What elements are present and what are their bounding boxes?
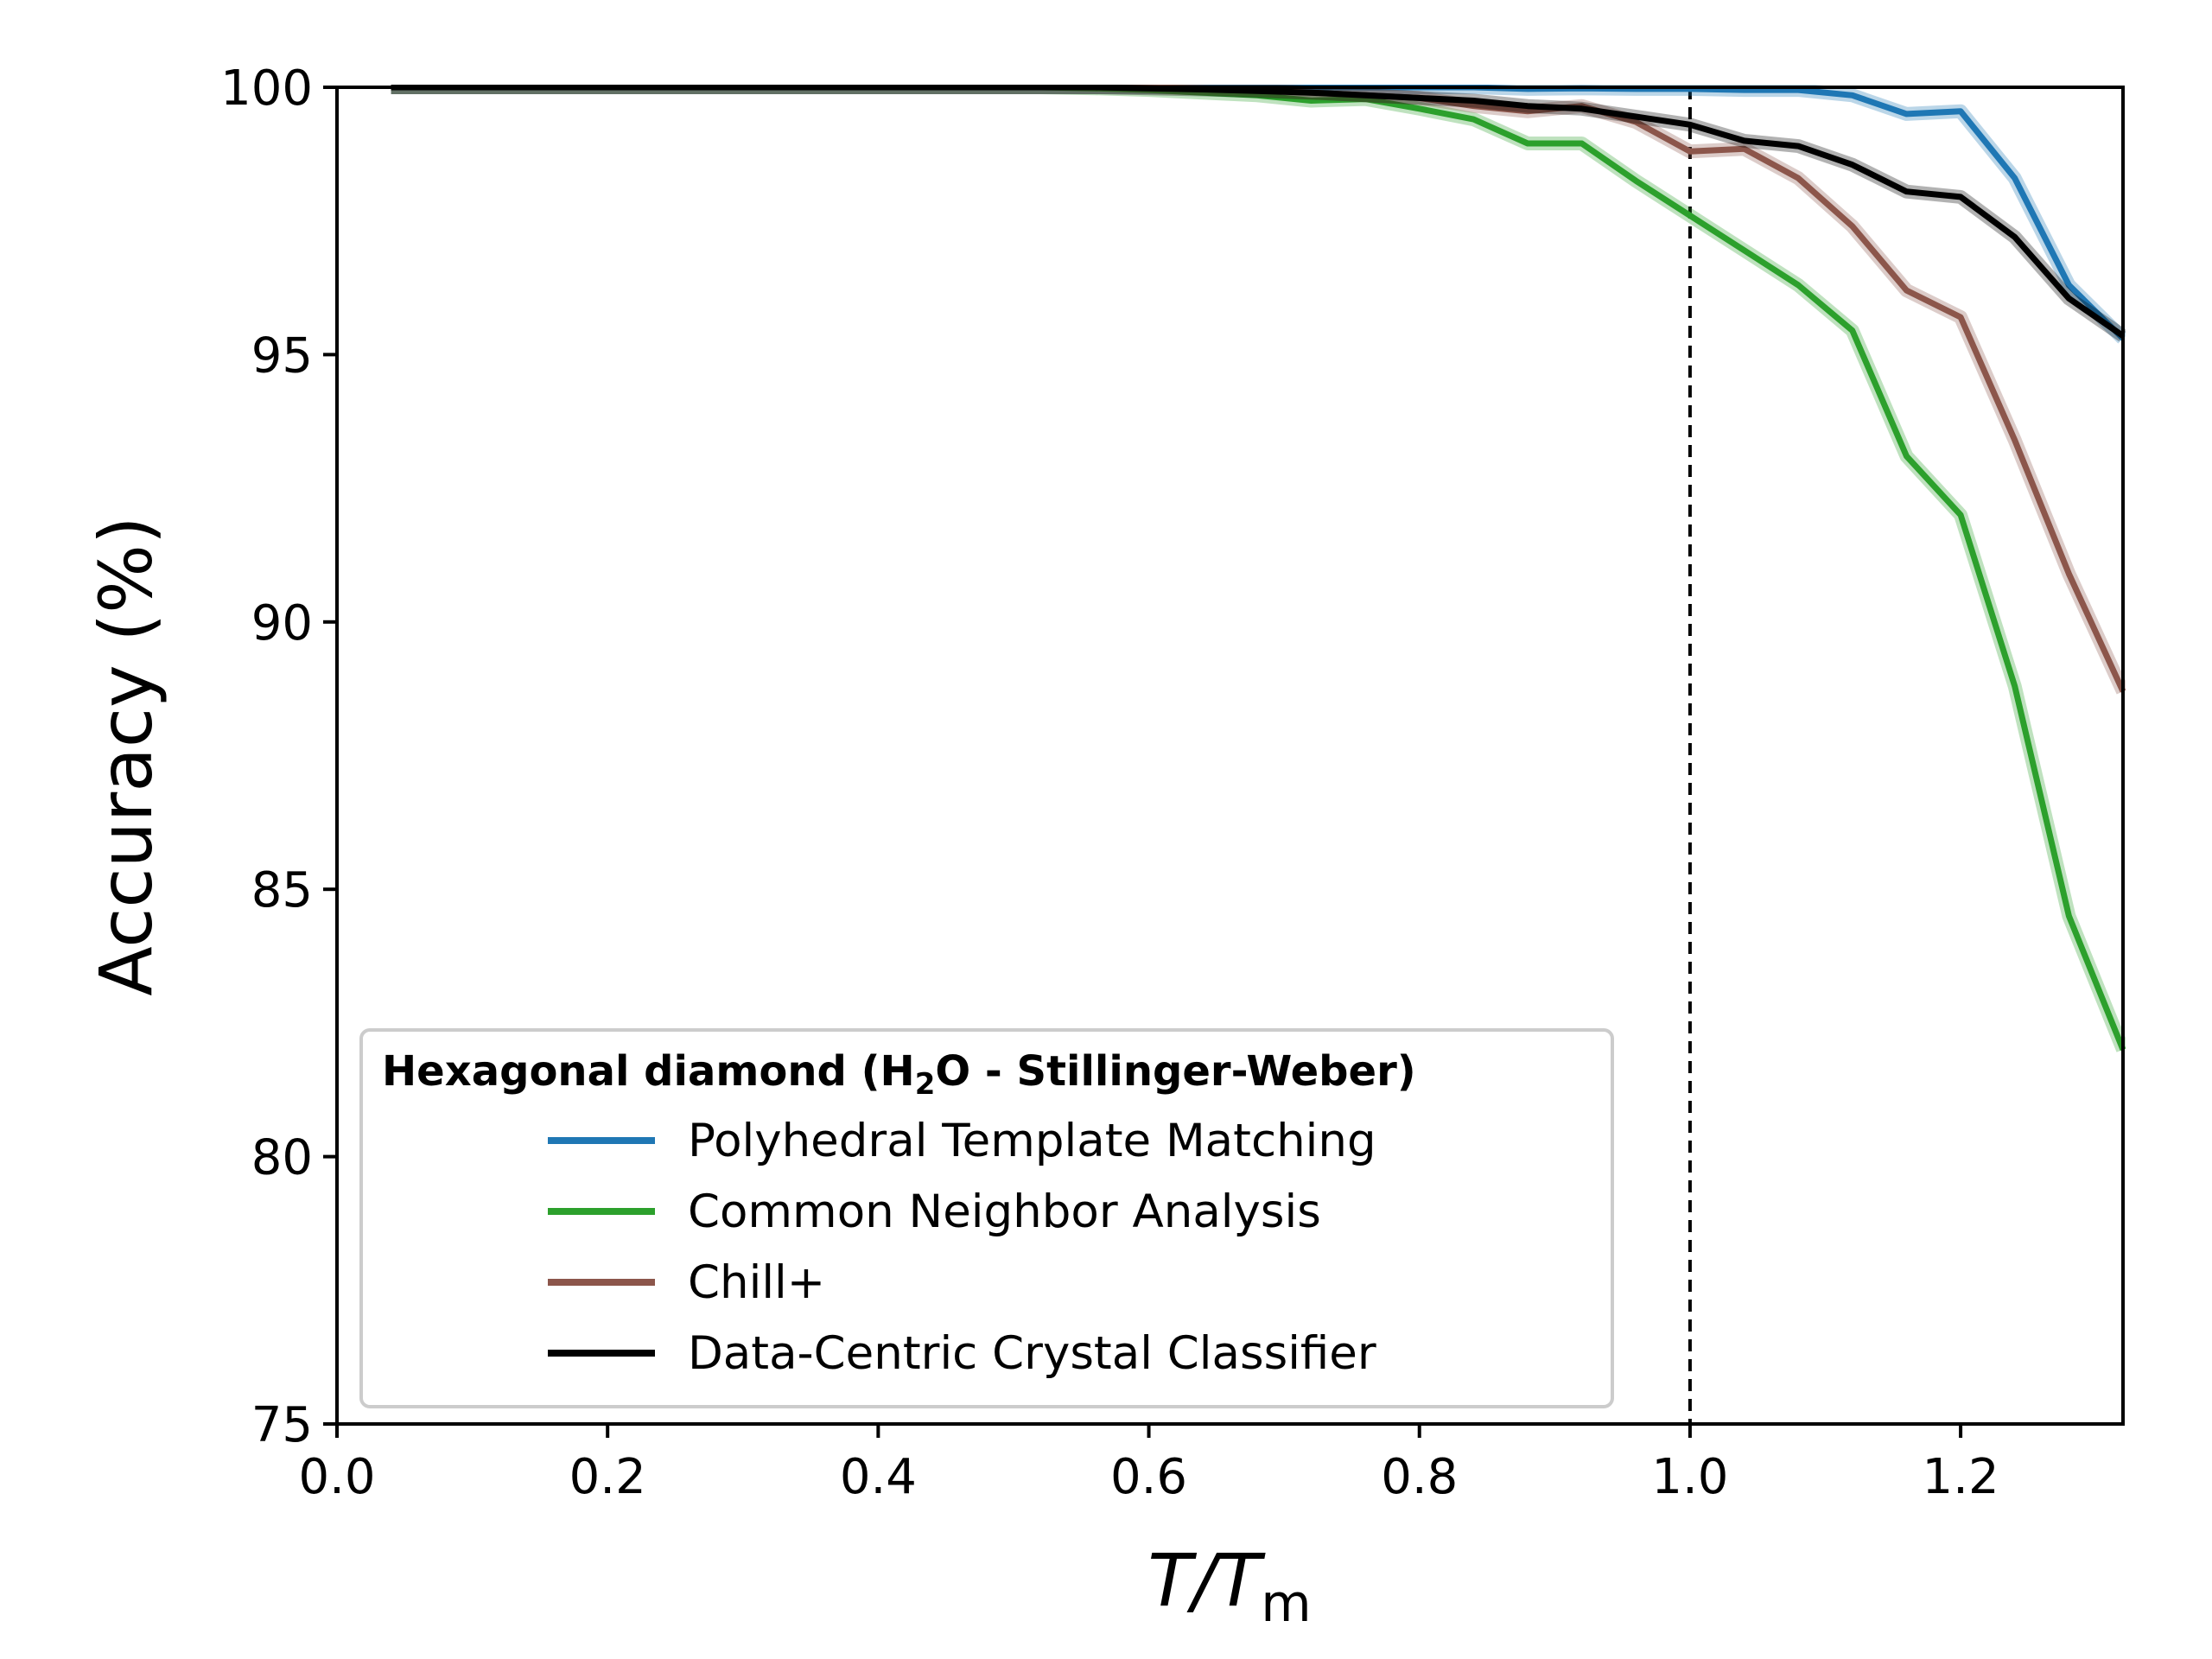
legend-label: Data-Centric Crystal Classifier	[688, 1327, 1376, 1380]
y-axis-ticks: 75 80 85 90 95 100	[220, 60, 337, 1453]
x-axis-label-main: T/T	[1147, 1538, 1266, 1623]
legend: Hexagonal diamond (H2O - Stillinger-Webe…	[359, 1028, 1614, 1408]
y-tick-label: 100	[220, 60, 313, 117]
legend-label: Chill+	[688, 1256, 825, 1309]
legend-label: Common Neighbor Analysis	[688, 1185, 1321, 1238]
x-axis-label-sub: m	[1261, 1573, 1311, 1634]
legend-title-pre: Hexagonal diamond (H	[382, 1047, 915, 1096]
y-tick-label: 95	[251, 327, 313, 384]
legend-label: Polyhedral Template Matching	[688, 1115, 1376, 1167]
y-axis-label: Accuracy (%)	[84, 516, 168, 996]
x-tick-label: 0.8	[1381, 1449, 1458, 1505]
x-axis-label: T/Tm	[1147, 1538, 1311, 1634]
x-tick-label: 0.4	[840, 1449, 917, 1505]
x-tick-label: 1.0	[1651, 1449, 1728, 1505]
legend-title-post: O - Stillinger-Weber)	[935, 1047, 1415, 1096]
legend-title: Hexagonal diamond (H2O - Stillinger-Webe…	[382, 1047, 1416, 1102]
y-tick-label: 75	[251, 1397, 313, 1453]
x-tick-label: 0.0	[298, 1449, 375, 1505]
y-tick-label: 85	[251, 862, 313, 918]
x-tick-label: 0.2	[569, 1449, 646, 1505]
legend-entries: Polyhedral Template Matching Common Neigh…	[548, 1115, 1376, 1380]
x-axis-ticks: 0.0 0.2 0.4 0.6 0.8 1.0 1.2	[298, 1424, 1999, 1505]
legend-box	[359, 1028, 1614, 1408]
y-tick-label: 80	[251, 1130, 313, 1186]
legend-title-sub: 2	[915, 1067, 936, 1102]
y-tick-label: 90	[251, 595, 313, 652]
x-tick-label: 0.6	[1110, 1449, 1187, 1505]
x-tick-label: 1.2	[1923, 1449, 1999, 1505]
plot-frame	[335, 86, 2125, 1426]
